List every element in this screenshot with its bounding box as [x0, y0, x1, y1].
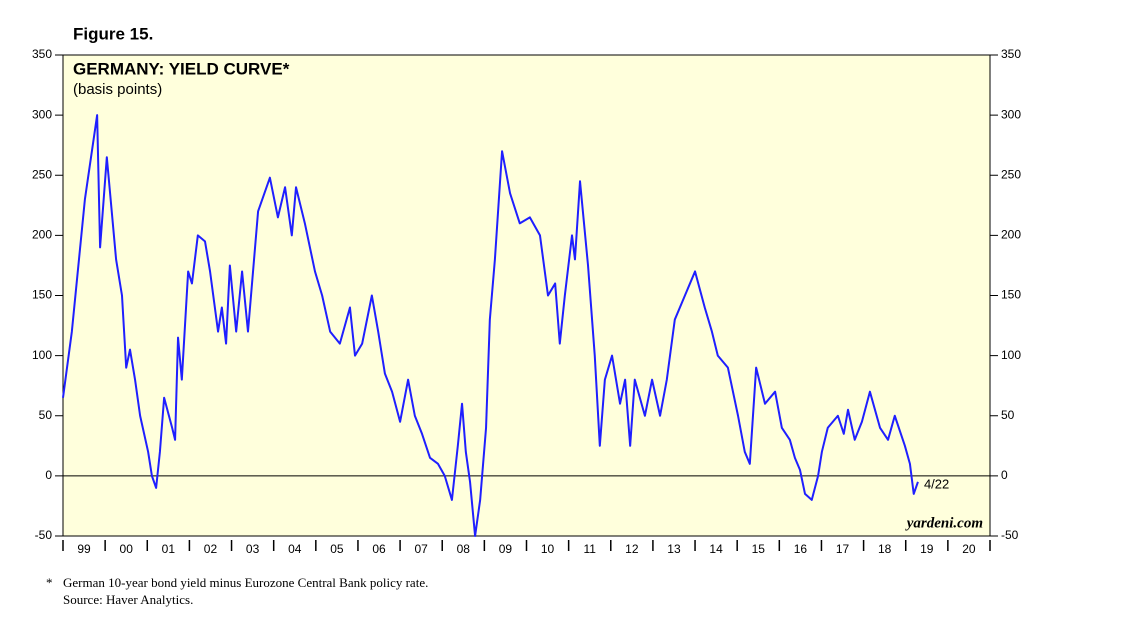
x-tick-label: 03	[246, 542, 260, 556]
x-tick-label: 18	[878, 542, 892, 556]
x-tick-label: 05	[330, 542, 344, 556]
x-tick-label: 17	[836, 542, 850, 556]
x-tick-label: 10	[541, 542, 555, 556]
x-tick-label: 02	[204, 542, 218, 556]
x-tick-label: 16	[794, 542, 808, 556]
footnote-marker: *	[46, 575, 53, 590]
chart-title: GERMANY: YIELD CURVE*	[73, 59, 290, 78]
x-tick-label: 20	[962, 542, 976, 556]
x-tick-label: 99	[77, 542, 91, 556]
x-tick-label: 19	[920, 542, 934, 556]
x-tick-label: 04	[288, 542, 302, 556]
y-tick-label: -50	[35, 528, 53, 542]
y-tick-label: 350	[32, 47, 52, 61]
footnote: German 10-year bond yield minus Eurozone…	[63, 575, 428, 590]
x-tick-label: 11	[583, 542, 596, 556]
y2-tick-label: 200	[1001, 228, 1021, 242]
y-tick-label: 150	[32, 288, 52, 302]
end-annotation: 4/22	[924, 476, 949, 491]
y-tick-label: 300	[32, 107, 52, 121]
x-tick-label: 07	[414, 542, 428, 556]
x-tick-label: 14	[709, 542, 723, 556]
x-tick-label: 00	[120, 542, 134, 556]
y-tick-label: 100	[32, 348, 52, 362]
x-tick-label: 09	[499, 542, 513, 556]
y2-tick-label: 250	[1001, 167, 1021, 181]
y2-tick-label: 350	[1001, 47, 1021, 61]
source: Source: Haver Analytics.	[63, 592, 193, 607]
y-tick-label: 250	[32, 167, 52, 181]
x-tick-label: 01	[162, 542, 176, 556]
source-mark: yardeni.com	[905, 515, 983, 531]
y-tick-label: 200	[32, 228, 52, 242]
y2-tick-label: 50	[1001, 408, 1015, 422]
figure-label: Figure 15.	[73, 24, 153, 43]
x-tick-label: 13	[667, 542, 681, 556]
chart-subtitle: (basis points)	[73, 81, 162, 98]
x-tick-label: 08	[457, 542, 471, 556]
x-tick-label: 12	[625, 542, 639, 556]
x-tick-label: 15	[752, 542, 766, 556]
y2-tick-label: 0	[1001, 468, 1008, 482]
data-line	[62, 114, 919, 537]
y2-tick-label: 100	[1001, 348, 1021, 362]
plot-area	[62, 54, 991, 537]
y2-tick-label: 150	[1001, 288, 1021, 302]
y-tick-label: 50	[39, 408, 53, 422]
y2-tick-label: 300	[1001, 107, 1021, 121]
x-tick-label: 06	[372, 542, 386, 556]
y-tick-label: 0	[45, 468, 52, 482]
y2-tick-label: -50	[1001, 528, 1019, 542]
